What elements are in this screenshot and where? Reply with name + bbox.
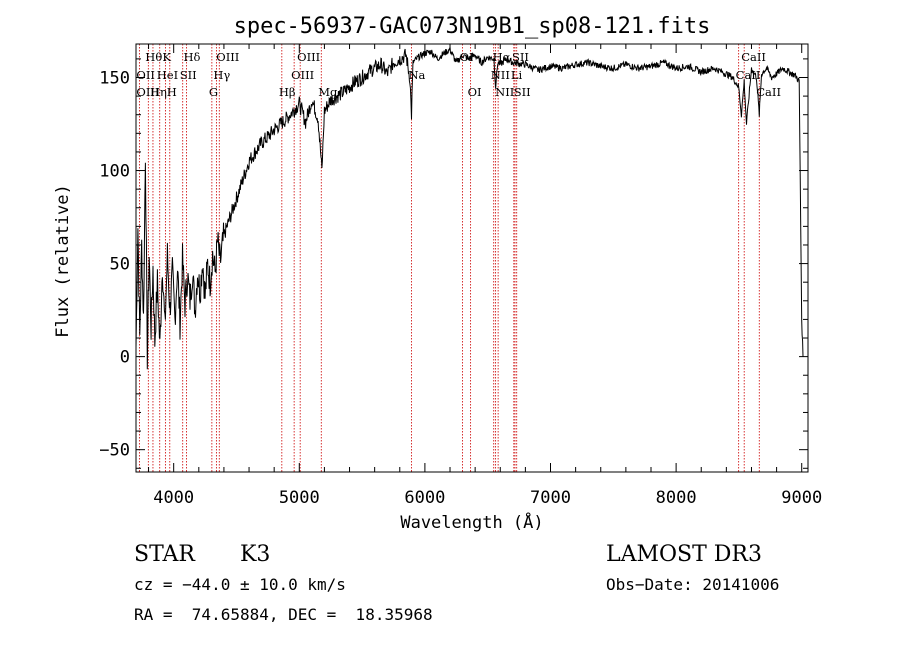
x-tick-label: 8000 — [656, 488, 697, 508]
marker-label-na: Na — [408, 68, 425, 82]
y-axis-label: Flux (relative) — [53, 184, 73, 338]
survey-name: LAMOST DR3 — [606, 542, 762, 567]
y-tick-label: −50 — [99, 441, 130, 461]
y-axis-ticks: −50 0 50 100 150 — [99, 58, 808, 469]
marker-label-oi: OI — [468, 85, 482, 99]
marker-label-oiii: OIII — [216, 50, 239, 64]
marker-label-hθ: Hθ — [145, 50, 162, 64]
marker-label-sii: SII — [514, 85, 531, 99]
marker-label-oiii: OIII — [297, 50, 320, 64]
y-tick-label: 50 — [110, 255, 130, 275]
marker-label-hβ: Hβ — [279, 85, 296, 99]
spectrum-series-line — [135, 46, 804, 370]
marker-label-caii: CaII — [756, 85, 781, 99]
y-tick-label: 150 — [99, 68, 130, 88]
x-axis-ticks: 4000 5000 6000 7000 8000 9000 — [148, 44, 822, 508]
x-tick-label: 9000 — [781, 488, 822, 508]
chart-title: spec-56937-GAC073N19B1_sp08-121.fits — [234, 14, 711, 39]
plot-frame — [135, 43, 809, 473]
redshift-cz: cz = −44.0 ± 10.0 km/s — [134, 575, 346, 594]
marker-label-li: Li — [511, 68, 523, 82]
marker-label-hei: HeI — [157, 68, 178, 82]
object-subclass: K3 — [240, 542, 270, 567]
y-tick-label: 100 — [99, 162, 130, 182]
observation-date: Obs−Date: 20141006 — [606, 575, 779, 594]
marker-label-hδ: Hδ — [183, 50, 200, 64]
x-tick-label: 5000 — [279, 488, 320, 508]
marker-label-mg: Mg — [318, 85, 338, 99]
info-panel: STAR K3 LAMOST DR3 cz = −44.0 ± 10.0 km/… — [134, 542, 779, 624]
x-tick-label: 4000 — [153, 488, 194, 508]
marker-label-oiii: OIII — [136, 85, 159, 99]
marker-label-oii: OII — [136, 68, 155, 82]
marker-label-g: G — [209, 85, 218, 99]
marker-label-oiii: OIII — [291, 68, 314, 82]
marker-label-k: K — [162, 50, 171, 64]
marker-label-hη: Hη — [150, 85, 167, 99]
x-tick-label: 6000 — [404, 488, 445, 508]
coordinates: RA = 74.65884, DEC = 18.35968 — [134, 605, 433, 624]
marker-label-caii: CaII — [741, 50, 766, 64]
marker-label-hγ: Hγ — [213, 68, 230, 82]
object-class: STAR — [134, 542, 196, 567]
marker-label-nii: NII — [495, 85, 514, 99]
y-tick-label: 0 — [120, 348, 130, 368]
marker-label-nii: NII — [491, 68, 510, 82]
marker-label-caii: CaII — [736, 68, 761, 82]
x-axis-label: Wavelength (Å) — [400, 511, 543, 533]
x-tick-label: 7000 — [530, 488, 571, 508]
marker-label-h: H — [167, 85, 177, 99]
spectral-line-markers — [138, 44, 760, 472]
marker-label-sii: SII — [180, 68, 197, 82]
